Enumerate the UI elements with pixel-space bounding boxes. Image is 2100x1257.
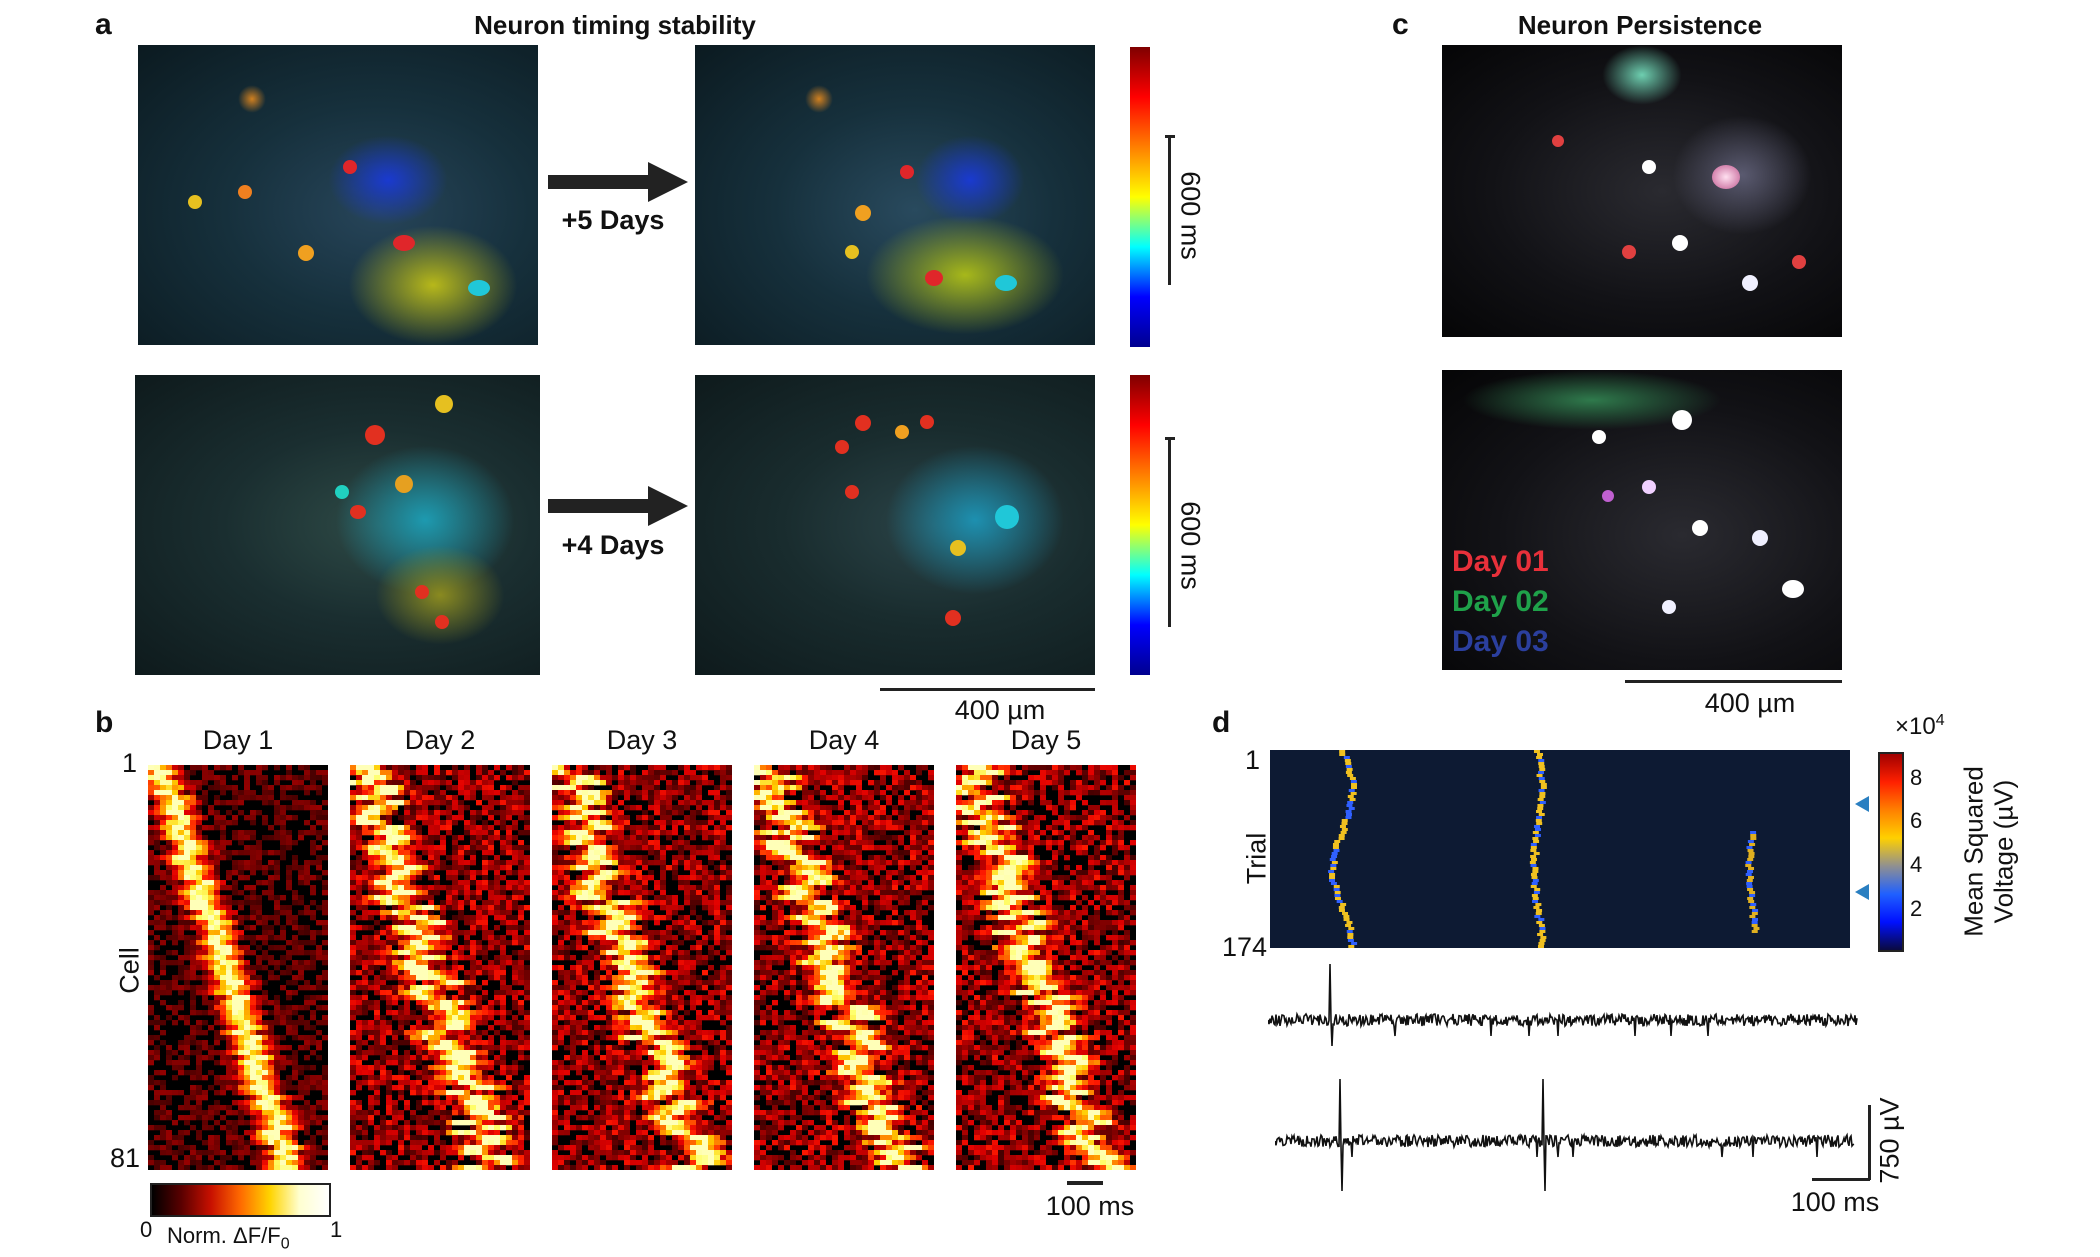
colorbar-label-line1: Mean Squared xyxy=(1958,766,1989,937)
raster-day-4 xyxy=(754,765,934,1171)
raster-day-3 xyxy=(552,765,732,1171)
panel-a-label: a xyxy=(95,8,112,41)
colorbar-hot-max: 1 xyxy=(330,1217,343,1242)
panel-c-title: Neuron Persistence xyxy=(1517,10,1763,40)
timing-map-bottom-day4 xyxy=(695,375,1095,675)
colorbar-tick-4: 4 xyxy=(1910,852,1923,877)
trial-marker-icon xyxy=(1855,884,1869,900)
colorbar-exponent: ×104 xyxy=(1895,712,1945,740)
panel-b-label: b xyxy=(95,706,114,739)
colorbar-scale-label-bottom: 600 ms xyxy=(1175,501,1206,590)
colorbar-tick-2: 2 xyxy=(1910,896,1923,921)
colorbar-scale-line-bottom xyxy=(1168,437,1171,627)
colorbar-label-line2: Voltage (µV) xyxy=(1988,779,2019,924)
day-title-2: Day 2 xyxy=(404,725,476,755)
scalebar-a-label: 400 µm xyxy=(954,695,1046,725)
day-title-4: Day 4 xyxy=(808,725,880,755)
cell-axis-label: Cell xyxy=(114,947,145,994)
trial-axis-label: Trial xyxy=(1241,832,1272,885)
persistence-map-bottom xyxy=(1442,370,1842,670)
arrow-label-top: +5 Days xyxy=(561,205,665,235)
scalebar-b xyxy=(1067,1181,1103,1185)
voltage-trace-2 xyxy=(1274,1075,1855,1195)
colorbar-jet-bottom xyxy=(1130,375,1150,675)
colorbar-tick-8: 8 xyxy=(1910,765,1923,790)
raster-day-1 xyxy=(148,765,328,1171)
day-title-1: Day 1 xyxy=(202,725,274,755)
colorbar-jet-top xyxy=(1130,47,1150,347)
timing-map-top-day5 xyxy=(695,45,1095,345)
panel-a-title: Neuron timing stability xyxy=(474,10,756,40)
raster-day-2 xyxy=(350,765,530,1171)
cell-axis-bottom: 81 xyxy=(110,1143,141,1173)
scalebar-d-time xyxy=(1812,1178,1870,1181)
scalebar-c xyxy=(1625,680,1842,683)
colorbar-tick-6: 6 xyxy=(1910,808,1923,833)
day-title-3: Day 3 xyxy=(606,725,678,755)
timing-map-top-day0 xyxy=(138,45,538,345)
scalebar-d-voltage-label: 750 µV xyxy=(1874,1097,1905,1184)
colorbar-scale-line-top xyxy=(1168,135,1171,285)
legend-day-02: Day 02 xyxy=(1452,585,1549,618)
legend-day-03: Day 03 xyxy=(1452,625,1549,658)
colorbar-hot xyxy=(150,1183,331,1217)
day-title-5: Day 5 xyxy=(1010,725,1082,755)
colorbar-hot-label: Norm. ΔF/F0 xyxy=(167,1223,290,1253)
legend-day-01: Day 01 xyxy=(1452,545,1549,578)
colorbar-scale-label-top: 600 ms xyxy=(1175,171,1206,260)
arrow-label-bottom: +4 Days xyxy=(561,530,665,560)
scalebar-d-time-label: 100 ms xyxy=(1790,1187,1880,1217)
colorbar-mean-squared xyxy=(1878,752,1904,952)
scalebar-c-label: 400 µm xyxy=(1704,688,1796,718)
colorbar-hot-min: 0 xyxy=(140,1217,153,1242)
trial-axis-bottom: 174 xyxy=(1222,932,1268,962)
scalebar-b-label: 100 ms xyxy=(1045,1191,1135,1221)
persistence-legend: Day 01 Day 02 Day 03 xyxy=(1452,542,1549,662)
arrow-right-icon xyxy=(548,162,688,202)
trial-axis-top: 1 xyxy=(1245,745,1261,775)
raster-day-5 xyxy=(956,765,1136,1171)
cell-axis-top: 1 xyxy=(122,748,138,778)
scalebar-d-voltage xyxy=(1868,1105,1871,1180)
persistence-map-top xyxy=(1442,45,1842,337)
timing-map-bottom-day0 xyxy=(135,375,540,675)
panel-c-label: c xyxy=(1392,8,1409,41)
voltage-trace-1 xyxy=(1267,960,1858,1050)
arrow-right-icon xyxy=(548,486,688,526)
trial-heatmap xyxy=(1270,750,1850,948)
scalebar-a xyxy=(880,688,1095,691)
panel-d-label: d xyxy=(1212,706,1231,739)
trial-marker-icon xyxy=(1855,796,1869,812)
